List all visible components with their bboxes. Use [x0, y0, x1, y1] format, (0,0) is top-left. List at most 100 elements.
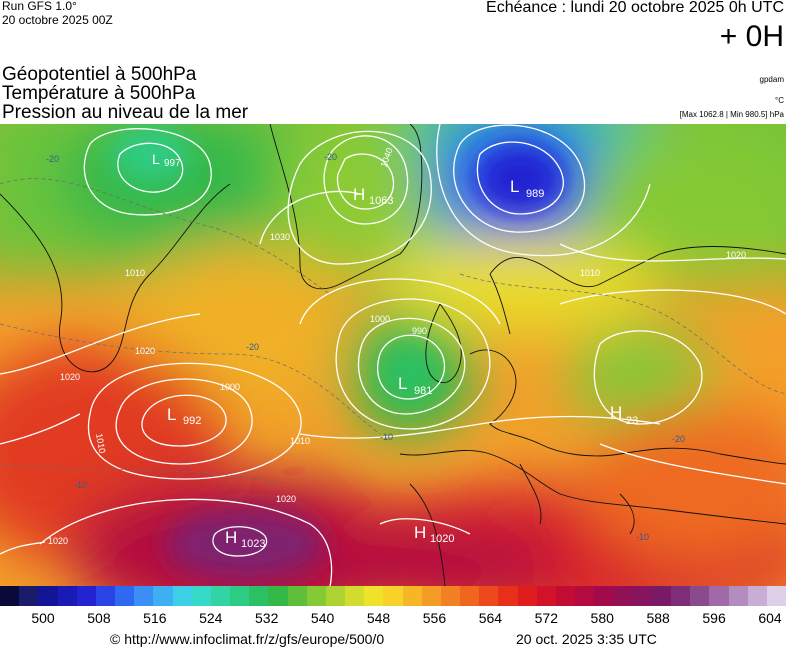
color-scale-swatch [651, 586, 672, 606]
color-scale-swatch [38, 586, 58, 606]
color-scale-swatch [555, 586, 576, 606]
color-scale-swatch [268, 586, 288, 606]
pressure-centers: H 1063 L 989 L 981 L 992 H 1023 H 1020 H… [152, 151, 638, 550]
isobars [0, 124, 786, 586]
isobar-labels: 1040 1030 1010 1020 1000 990 1010 1020 1… [48, 146, 746, 546]
pressure-center-value: 1063 [369, 195, 393, 207]
run-date: 20 octobre 2025 00Z [2, 13, 113, 27]
pressure-center-value: 981 [414, 385, 432, 397]
temperature-label: -20 [46, 154, 59, 164]
forecast-time: Echéance : lundi 20 octobre 2025 0h UTC [486, 0, 784, 16]
color-scale-swatch [536, 586, 556, 606]
color-scale-tick: 580 [590, 610, 614, 626]
color-scale-swatch [594, 586, 614, 606]
temperature-label: -20 [324, 152, 337, 162]
color-scale-swatch [306, 586, 326, 606]
isobar-label: 1020 [726, 250, 746, 260]
pressure-range: [Max 1062.8 | Min 980.5] hPa [679, 110, 784, 119]
color-scale-swatch [249, 586, 269, 606]
copyright-url[interactable]: © http://www.infoclimat.fr/z/gfs/europe/… [110, 631, 385, 647]
geopotential-unit: gpdam [759, 75, 784, 84]
color-scale-swatch [421, 586, 441, 606]
color-scale-tick: 572 [534, 610, 558, 626]
pressure-center-value: 997 [164, 158, 181, 169]
color-scale-swatch [172, 586, 192, 606]
isobar-label: 1010 [125, 268, 145, 278]
pressure-center-value: 1020 [430, 533, 454, 545]
color-scale-swatch [210, 586, 231, 606]
color-scale-swatch [115, 586, 135, 606]
color-scale-swatch [95, 586, 116, 606]
isobar-label: 1000 [370, 314, 390, 324]
isobar-label: 1000 [220, 382, 240, 392]
isobar-label: 990 [412, 326, 427, 336]
color-scale-swatch [479, 586, 499, 606]
color-scale-tick: 500 [31, 610, 55, 626]
pressure-center-letter: H [610, 403, 622, 422]
color-scale-tick: 604 [758, 610, 782, 626]
isobar-label: 1010 [94, 433, 107, 454]
color-scale-swatch [0, 586, 20, 606]
temperature-label: -10 [380, 432, 393, 442]
color-scale-swatch [345, 586, 365, 606]
pressure-center-letter: L [167, 405, 176, 424]
coastlines [0, 124, 786, 586]
color-scale-swatch [191, 586, 211, 606]
color-scale-swatch [153, 586, 173, 606]
color-scale-swatch [498, 586, 518, 606]
color-scale [0, 586, 786, 606]
isobar-label: 1010 [580, 268, 600, 278]
color-scale-swatch [766, 586, 786, 606]
isobar-label: 1020 [276, 494, 296, 504]
color-scale-tick: 524 [199, 610, 223, 626]
isobar-label: 1020 [60, 372, 80, 382]
isobar-label: 1020 [135, 346, 155, 356]
color-scale-swatch [364, 586, 384, 606]
color-scale-swatch [690, 586, 710, 606]
color-scale-tick: 532 [255, 610, 279, 626]
run-label: Run GFS 1.0° [2, 0, 77, 13]
color-scale-swatch [517, 586, 537, 606]
color-scale-tick: 548 [366, 610, 391, 626]
color-scale-swatch [402, 586, 422, 606]
color-scale-swatch [709, 586, 729, 606]
color-scale-tick: 596 [702, 610, 726, 626]
color-scale-swatch [613, 586, 633, 606]
forecast-hour: + 0H [719, 20, 784, 53]
temperature-label: -10 [636, 532, 649, 542]
color-scale-swatch [325, 586, 346, 606]
render-timestamp: 20 oct. 2025 3:35 UTC [516, 631, 657, 647]
color-scale-swatch [575, 586, 595, 606]
color-scale-swatch [747, 586, 767, 606]
color-scale-tick: 564 [478, 610, 503, 626]
color-scale-tick: 508 [87, 610, 111, 626]
color-scale-swatch [671, 586, 691, 606]
color-scale-swatch [134, 586, 154, 606]
color-scale-tick: 588 [646, 610, 670, 626]
pressure-center-letter: L [152, 151, 160, 167]
temperature-labels: -20 -20 -20 -10 -10 -10 -20 [46, 152, 685, 542]
color-scale-swatch [76, 586, 96, 606]
geopotential-field [0, 124, 786, 586]
color-scale-tick: 540 [310, 610, 335, 626]
isobar-label: 1020 [48, 536, 68, 546]
color-scale-swatch [440, 586, 461, 606]
temperature-label: -20 [672, 434, 685, 444]
pressure-center-value: 992 [183, 415, 201, 427]
pressure-center-letter: H [353, 185, 365, 204]
isobar-label: 1010 [290, 436, 310, 446]
color-scale-swatch [57, 586, 77, 606]
layer-geopotential-label: Géopotentiel à 500hPa [2, 64, 197, 85]
color-scale-swatch [460, 586, 480, 606]
color-scale-swatch [287, 586, 307, 606]
temperature-unit: °C [775, 96, 784, 105]
weather-map: H 1063 L 989 L 981 L 992 H 1023 H 1020 H… [0, 124, 786, 586]
pressure-center-letter: H [225, 528, 237, 547]
layer-temperature-label: Température à 500hPa [2, 83, 196, 104]
pressure-center-value: 989 [526, 188, 544, 200]
color-scale-swatch [19, 586, 39, 606]
pressure-center-letter: H [414, 523, 426, 542]
color-scale-swatch [728, 586, 748, 606]
pressure-center-value: 1023 [241, 538, 265, 550]
pressure-center-letter: L [510, 177, 519, 196]
